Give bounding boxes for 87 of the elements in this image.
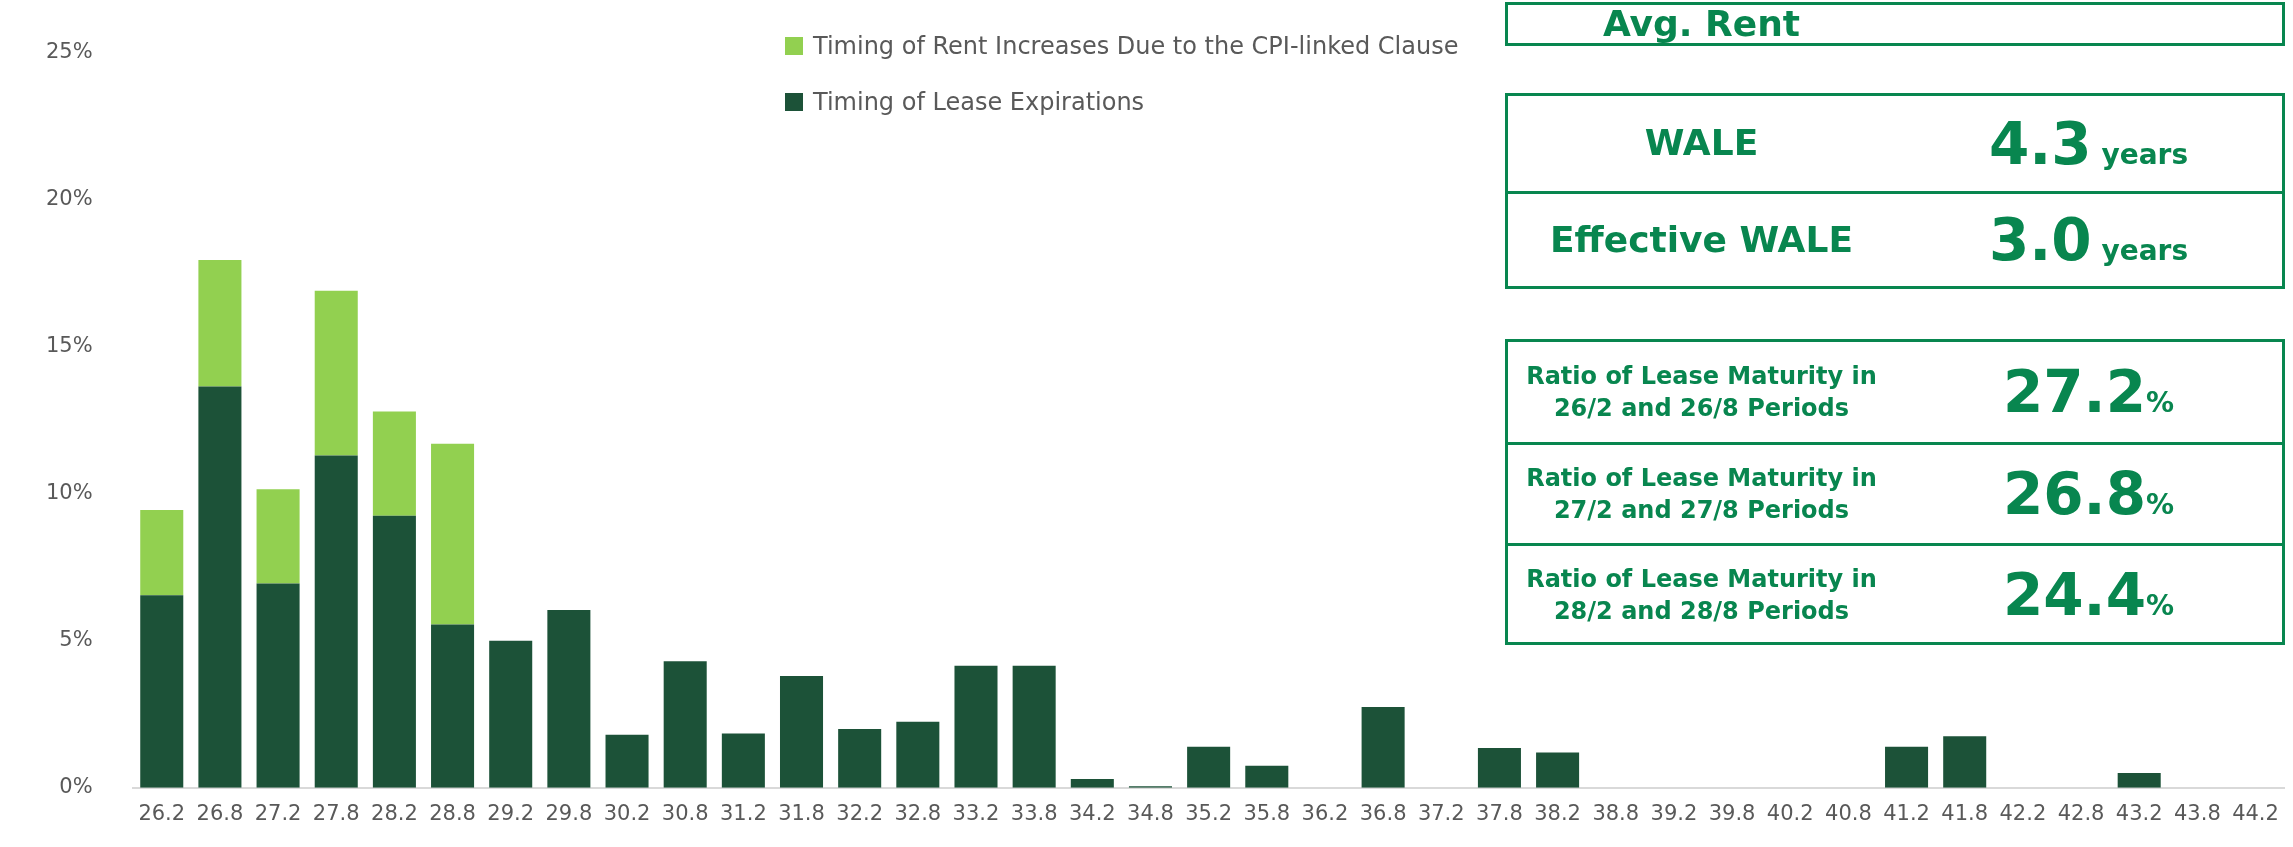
x-tick-label: 29.2 xyxy=(487,800,535,825)
annotation: 27.2% xyxy=(2002,358,2175,426)
bar xyxy=(314,290,358,456)
x-tick-label: 40.2 xyxy=(1766,800,1814,825)
y-tick-label: 15% xyxy=(45,333,93,358)
bar xyxy=(431,443,475,625)
bar xyxy=(140,595,184,788)
annotation: Ratio of Lease Maturity in 27/2 and 27/8 Periods xyxy=(1525,462,1878,526)
x-tick-label: 42.8 xyxy=(2057,800,2105,825)
x-tick-label: 27.8 xyxy=(312,800,360,825)
x-tick-label: 44.2 xyxy=(2232,800,2279,825)
y-tick-label: 25% xyxy=(45,39,93,64)
x-tick-label: 28.8 xyxy=(429,800,476,825)
x-tick-label: 38.8 xyxy=(1592,800,1640,825)
bar xyxy=(1070,778,1114,788)
x-tick-label: 30.8 xyxy=(661,800,709,825)
x-tick-label: 33.8 xyxy=(1010,800,1058,825)
x-tick-label: 37.2 xyxy=(1417,800,1465,825)
x-tick-label: 35.2 xyxy=(1185,800,1233,825)
x-tick-label: 27.2 xyxy=(254,800,302,825)
x-tick-label: 31.2 xyxy=(719,800,767,825)
x-tick-label: 36.8 xyxy=(1359,800,1407,825)
bar xyxy=(431,624,475,788)
annotation: 4.3 years xyxy=(1988,109,2189,178)
bar xyxy=(780,676,824,788)
annotation: 3.0 years xyxy=(1988,206,2189,274)
x-tick-label: 30.2 xyxy=(603,800,651,825)
x-tick-label: 43.2 xyxy=(2115,800,2163,825)
annotation: WALE xyxy=(1643,121,1760,166)
info-table: Avg. Rent xyxy=(1505,2,2285,46)
x-tick-label: 41.2 xyxy=(1883,800,1930,825)
bar xyxy=(663,661,707,788)
bar xyxy=(198,259,242,387)
x-tick-label: 26.2 xyxy=(138,800,186,825)
bar xyxy=(838,728,882,788)
bar xyxy=(1245,765,1289,788)
bar xyxy=(954,665,998,788)
x-tick-label: 39.8 xyxy=(1708,800,1756,825)
x-tick-label: 34.8 xyxy=(1127,800,1174,825)
bar xyxy=(372,515,416,788)
y-tick-label: 20% xyxy=(45,186,93,211)
legend-label: Timing of Lease Expirations xyxy=(813,88,1145,116)
y-tick-label: 10% xyxy=(45,480,93,505)
bar xyxy=(256,583,300,788)
annotation: Effective WALE xyxy=(1549,217,1854,262)
annotation: 26.8% xyxy=(2002,460,2175,528)
annotation: 24.4% xyxy=(2002,561,2175,629)
x-tick-label: 41.8 xyxy=(1941,800,1989,825)
legend-label: Timing of Rent Increases Due to the CPI-linked Clause xyxy=(813,32,1459,60)
bar xyxy=(1012,665,1056,788)
bar xyxy=(198,386,242,788)
x-tick-label: 31.8 xyxy=(778,800,825,825)
x-tick-label: 32.8 xyxy=(894,800,942,825)
x-tick-label: 39.2 xyxy=(1650,800,1698,825)
annotation: Ratio of Lease Maturity in 28/2 and 28/8 Periods xyxy=(1525,563,1878,627)
x-tick-label: 33.2 xyxy=(952,800,1000,825)
x-tick-label: 32.2 xyxy=(836,800,884,825)
bar xyxy=(314,455,358,788)
y-tick-label: 0% xyxy=(59,774,93,799)
bar xyxy=(605,734,649,788)
bar xyxy=(2117,773,2161,788)
x-tick-label: 37.8 xyxy=(1476,800,1523,825)
x-tick-label: 36.2 xyxy=(1301,800,1349,825)
bar xyxy=(1361,706,1405,788)
bar xyxy=(1943,736,1987,788)
x-tick-label: 35.8 xyxy=(1243,800,1291,825)
x-tick-label: 26.8 xyxy=(196,800,244,825)
annotation: Ratio of Lease Maturity in 26/2 and 26/8 Periods xyxy=(1525,360,1878,424)
bar xyxy=(547,609,591,788)
bar xyxy=(489,640,533,788)
bar xyxy=(372,411,416,516)
bar xyxy=(1187,746,1231,788)
bar xyxy=(256,489,300,584)
x-tick-label: 42.2 xyxy=(1999,800,2047,825)
x-tick-label: 43.8 xyxy=(2173,800,2221,825)
x-tick-label: 40.8 xyxy=(1825,800,1872,825)
bar xyxy=(1536,752,1580,788)
y-tick-label: 5% xyxy=(59,627,93,652)
x-tick-label: 29.8 xyxy=(545,800,593,825)
bar xyxy=(1477,748,1521,788)
bar xyxy=(1885,746,1929,788)
bar xyxy=(140,509,184,596)
x-tick-label: 34.2 xyxy=(1068,800,1116,825)
x-tick-label: 28.2 xyxy=(371,800,418,825)
x-tick-label: 38.2 xyxy=(1534,800,1581,825)
bar xyxy=(721,733,765,788)
bar xyxy=(896,721,940,788)
